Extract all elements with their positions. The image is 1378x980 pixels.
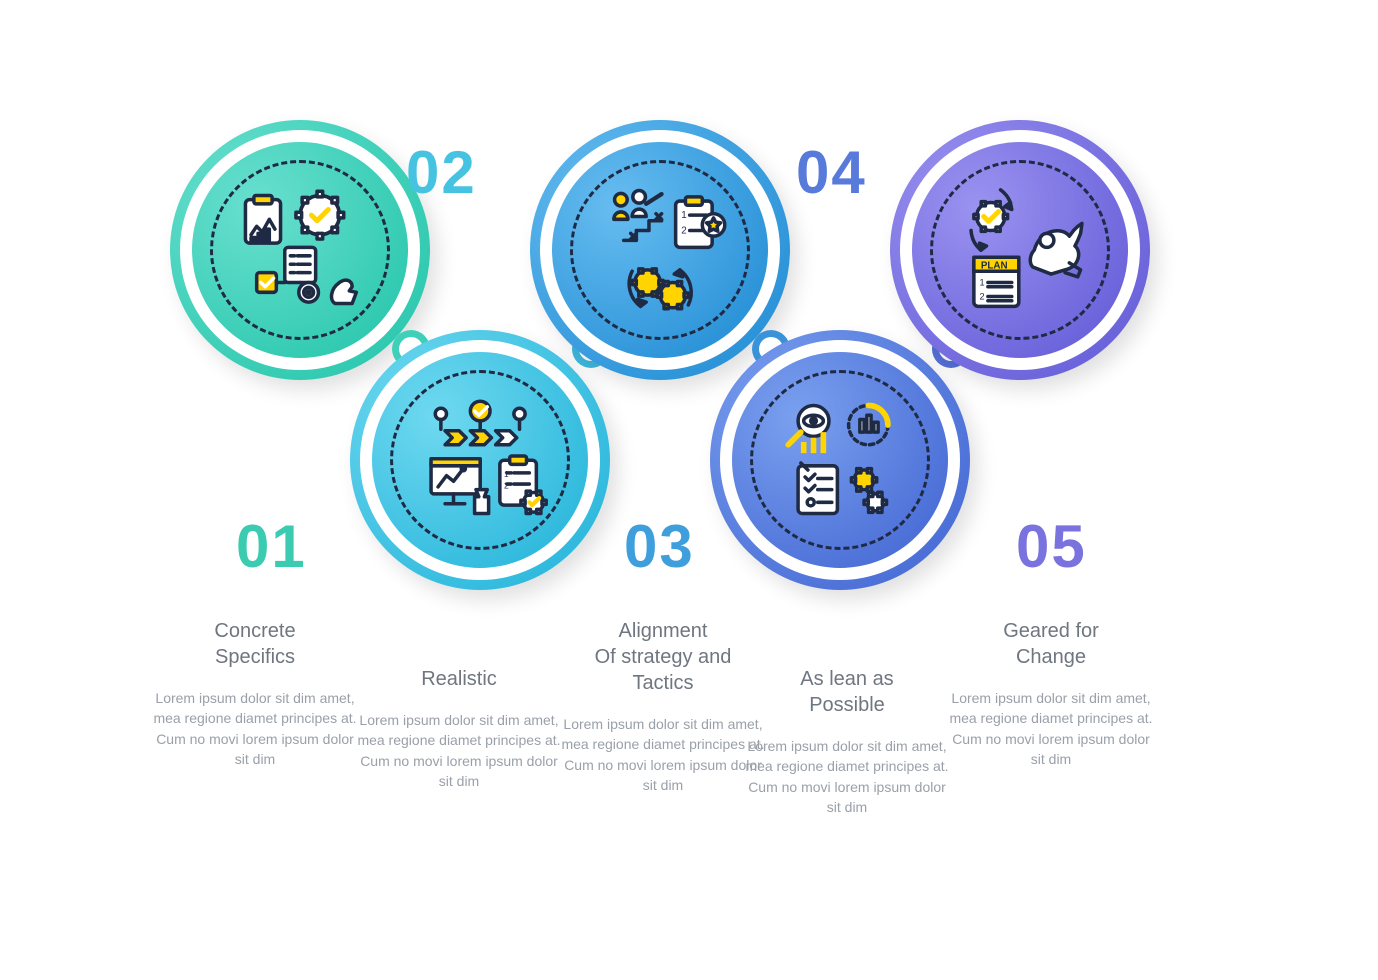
step-title-2: Realistic	[354, 666, 564, 692]
svg-text:1: 1	[979, 277, 984, 287]
magnifier-eye-barchart-radial-checklist-gears-icon	[750, 370, 930, 550]
step-number-1: 01	[236, 512, 307, 581]
infographic-stage: 01 ConcreteSpecifics Lorem ipsum dolor s…	[0, 0, 1378, 980]
step-number-2: 02	[406, 138, 477, 207]
roadmap-pins-presentation-rook-clipboard-gear-icon: 12	[390, 370, 570, 550]
step-number-5: 05	[1016, 512, 1087, 581]
step-body-4: Lorem ipsum dolor sit dim amet, mea regi…	[742, 736, 952, 817]
svg-text:1: 1	[681, 210, 686, 221]
clipboard-chart-gear-checklist-target-knight-icon	[210, 160, 390, 340]
step-label-1: ConcreteSpecifics Lorem ipsum dolor sit …	[150, 618, 360, 769]
step-label-3: AlignmentOf strategy andTactics Lorem ip…	[558, 618, 768, 795]
step-body-1: Lorem ipsum dolor sit dim amet, mea regi…	[150, 688, 360, 769]
step-title-1: ConcreteSpecifics	[150, 618, 360, 670]
step-title-4: As lean asPossible	[742, 666, 952, 718]
step-label-5: Geared forChange Lorem ipsum dolor sit d…	[946, 618, 1156, 769]
step-label-2: Realistic Lorem ipsum dolor sit dim amet…	[354, 666, 564, 791]
step-circle-5: PLAN 1 2	[890, 120, 1150, 380]
team-steps-clipboard-star-gears-cycle-icon: 1 2	[570, 160, 750, 340]
gear-check-cycle-plan-ok-hand-icon: PLAN 1 2	[930, 160, 1110, 340]
step-number-4: 04	[796, 138, 867, 207]
step-title-5: Geared forChange	[946, 618, 1156, 670]
svg-text:2: 2	[681, 225, 686, 236]
step-body-3: Lorem ipsum dolor sit dim amet, mea regi…	[558, 714, 768, 795]
step-body-5: Lorem ipsum dolor sit dim amet, mea regi…	[946, 688, 1156, 769]
step-title-3: AlignmentOf strategy andTactics	[558, 618, 768, 696]
svg-text:PLAN: PLAN	[981, 260, 1008, 271]
step-label-4: As lean asPossible Lorem ipsum dolor sit…	[742, 666, 952, 817]
step-body-2: Lorem ipsum dolor sit dim amet, mea regi…	[354, 710, 564, 791]
svg-text:2: 2	[504, 480, 509, 490]
step-number-3: 03	[624, 512, 695, 581]
svg-text:1: 1	[504, 469, 509, 479]
svg-text:2: 2	[979, 291, 984, 301]
